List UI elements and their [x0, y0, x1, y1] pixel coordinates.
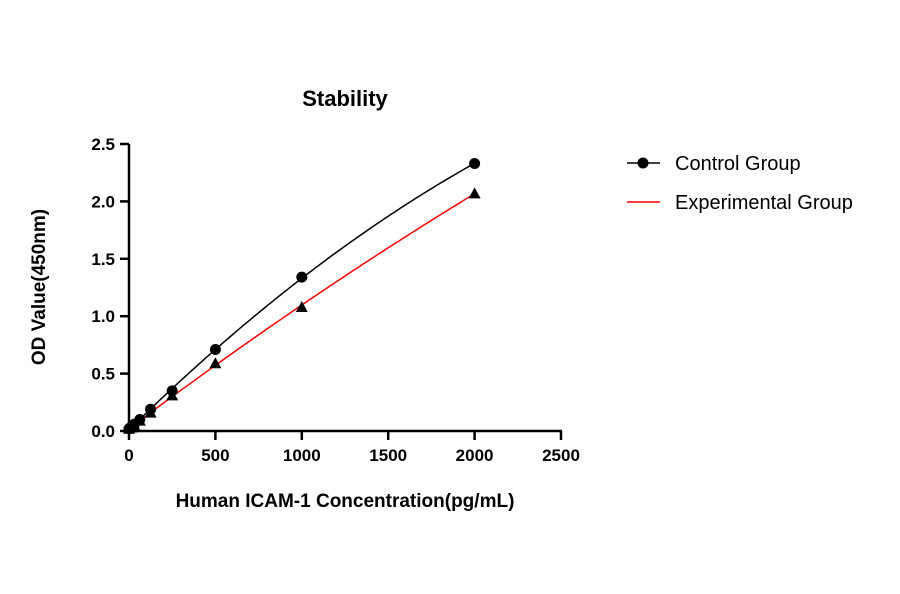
y-tick-label: 1.0 [91, 307, 115, 326]
legend-control-label: Control Group [675, 153, 801, 175]
y-tick-label: 0.5 [91, 365, 115, 384]
chart-title: Stability [302, 86, 388, 111]
x-tick-label: 500 [201, 446, 229, 465]
x-axis-label: Human ICAM-1 Concentration(pg/mL) [176, 491, 515, 512]
y-axis-label: OD Value(450nm) [29, 209, 50, 365]
experimental-point [209, 357, 222, 369]
control-point [469, 158, 481, 170]
control-point [296, 271, 308, 283]
y-tick-label: 2.0 [91, 192, 115, 211]
y-tick-label: 2.5 [91, 135, 115, 154]
legend: Control Group Experimental Group [627, 153, 853, 214]
y-tick-label: 0.0 [91, 422, 115, 441]
y-tick-label: 1.5 [91, 250, 115, 269]
x-tick-label: 1500 [369, 446, 407, 465]
x-tick-label: 0 [124, 446, 133, 465]
control-point [209, 343, 221, 355]
experimental-point [295, 301, 308, 313]
legend-control-marker [637, 157, 649, 169]
x-tick-label: 2000 [456, 446, 494, 465]
experimental-point [144, 406, 157, 418]
x-tick-label: 2500 [542, 446, 580, 465]
legend-experimental-label: Experimental Group [675, 192, 853, 214]
x-tick-label: 1000 [283, 446, 321, 465]
experimental-point [133, 414, 146, 426]
experimental-point [468, 187, 481, 199]
experimental-point [166, 389, 179, 401]
